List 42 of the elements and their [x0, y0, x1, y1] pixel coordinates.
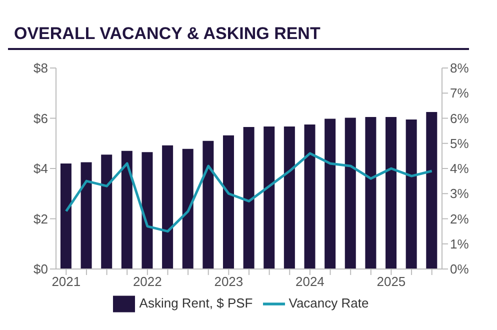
bar	[344, 118, 356, 269]
x-tick-label: 2022	[132, 274, 162, 290]
bar	[284, 126, 295, 269]
y2-tick-label: 2%	[450, 211, 470, 226]
bar	[243, 127, 254, 269]
bar	[264, 126, 275, 269]
y2-tick-label: 8%	[450, 60, 470, 76]
bar	[406, 120, 417, 269]
y-tick-label: $2	[34, 211, 48, 226]
y2-tick-label: 4%	[450, 161, 470, 176]
bar	[80, 162, 92, 269]
bar	[304, 124, 316, 269]
y-tick-label: $4	[34, 161, 48, 176]
bar	[426, 112, 438, 269]
y2-tick-label: 7%	[450, 86, 470, 101]
bar	[60, 163, 72, 269]
x-tick-label: 2025	[376, 274, 406, 290]
bar	[162, 145, 174, 269]
legend-label: Asking Rent, $ PSF	[139, 295, 253, 310]
chart-title: OVERALL VACANCY & ASKING RENT	[8, 8, 469, 50]
bar	[386, 116, 397, 269]
x-tick-label: 2023	[214, 274, 244, 290]
x-tick-label: 2024	[295, 274, 324, 290]
bar	[222, 135, 234, 269]
y2-tick-label: 5%	[450, 136, 470, 151]
bar	[365, 116, 376, 269]
bar	[101, 154, 112, 269]
bar	[121, 150, 132, 269]
y-tick-label: $8	[34, 60, 48, 76]
y-tick-label: $6	[34, 110, 48, 126]
line-series	[64, 152, 434, 233]
y2-tick-label: 0%	[450, 262, 470, 277]
legend-label: Vacancy Rate	[288, 295, 369, 310]
y-tick-label: $0	[34, 262, 48, 277]
bar	[142, 152, 153, 269]
y2-tick-label: 6%	[450, 110, 470, 126]
bar	[324, 118, 336, 269]
x-tick-label: 2021	[52, 274, 81, 290]
y2-tick-label: 1%	[450, 236, 470, 252]
bar	[182, 148, 194, 269]
y2-tick-label: 3%	[450, 186, 470, 202]
bar	[202, 140, 214, 269]
